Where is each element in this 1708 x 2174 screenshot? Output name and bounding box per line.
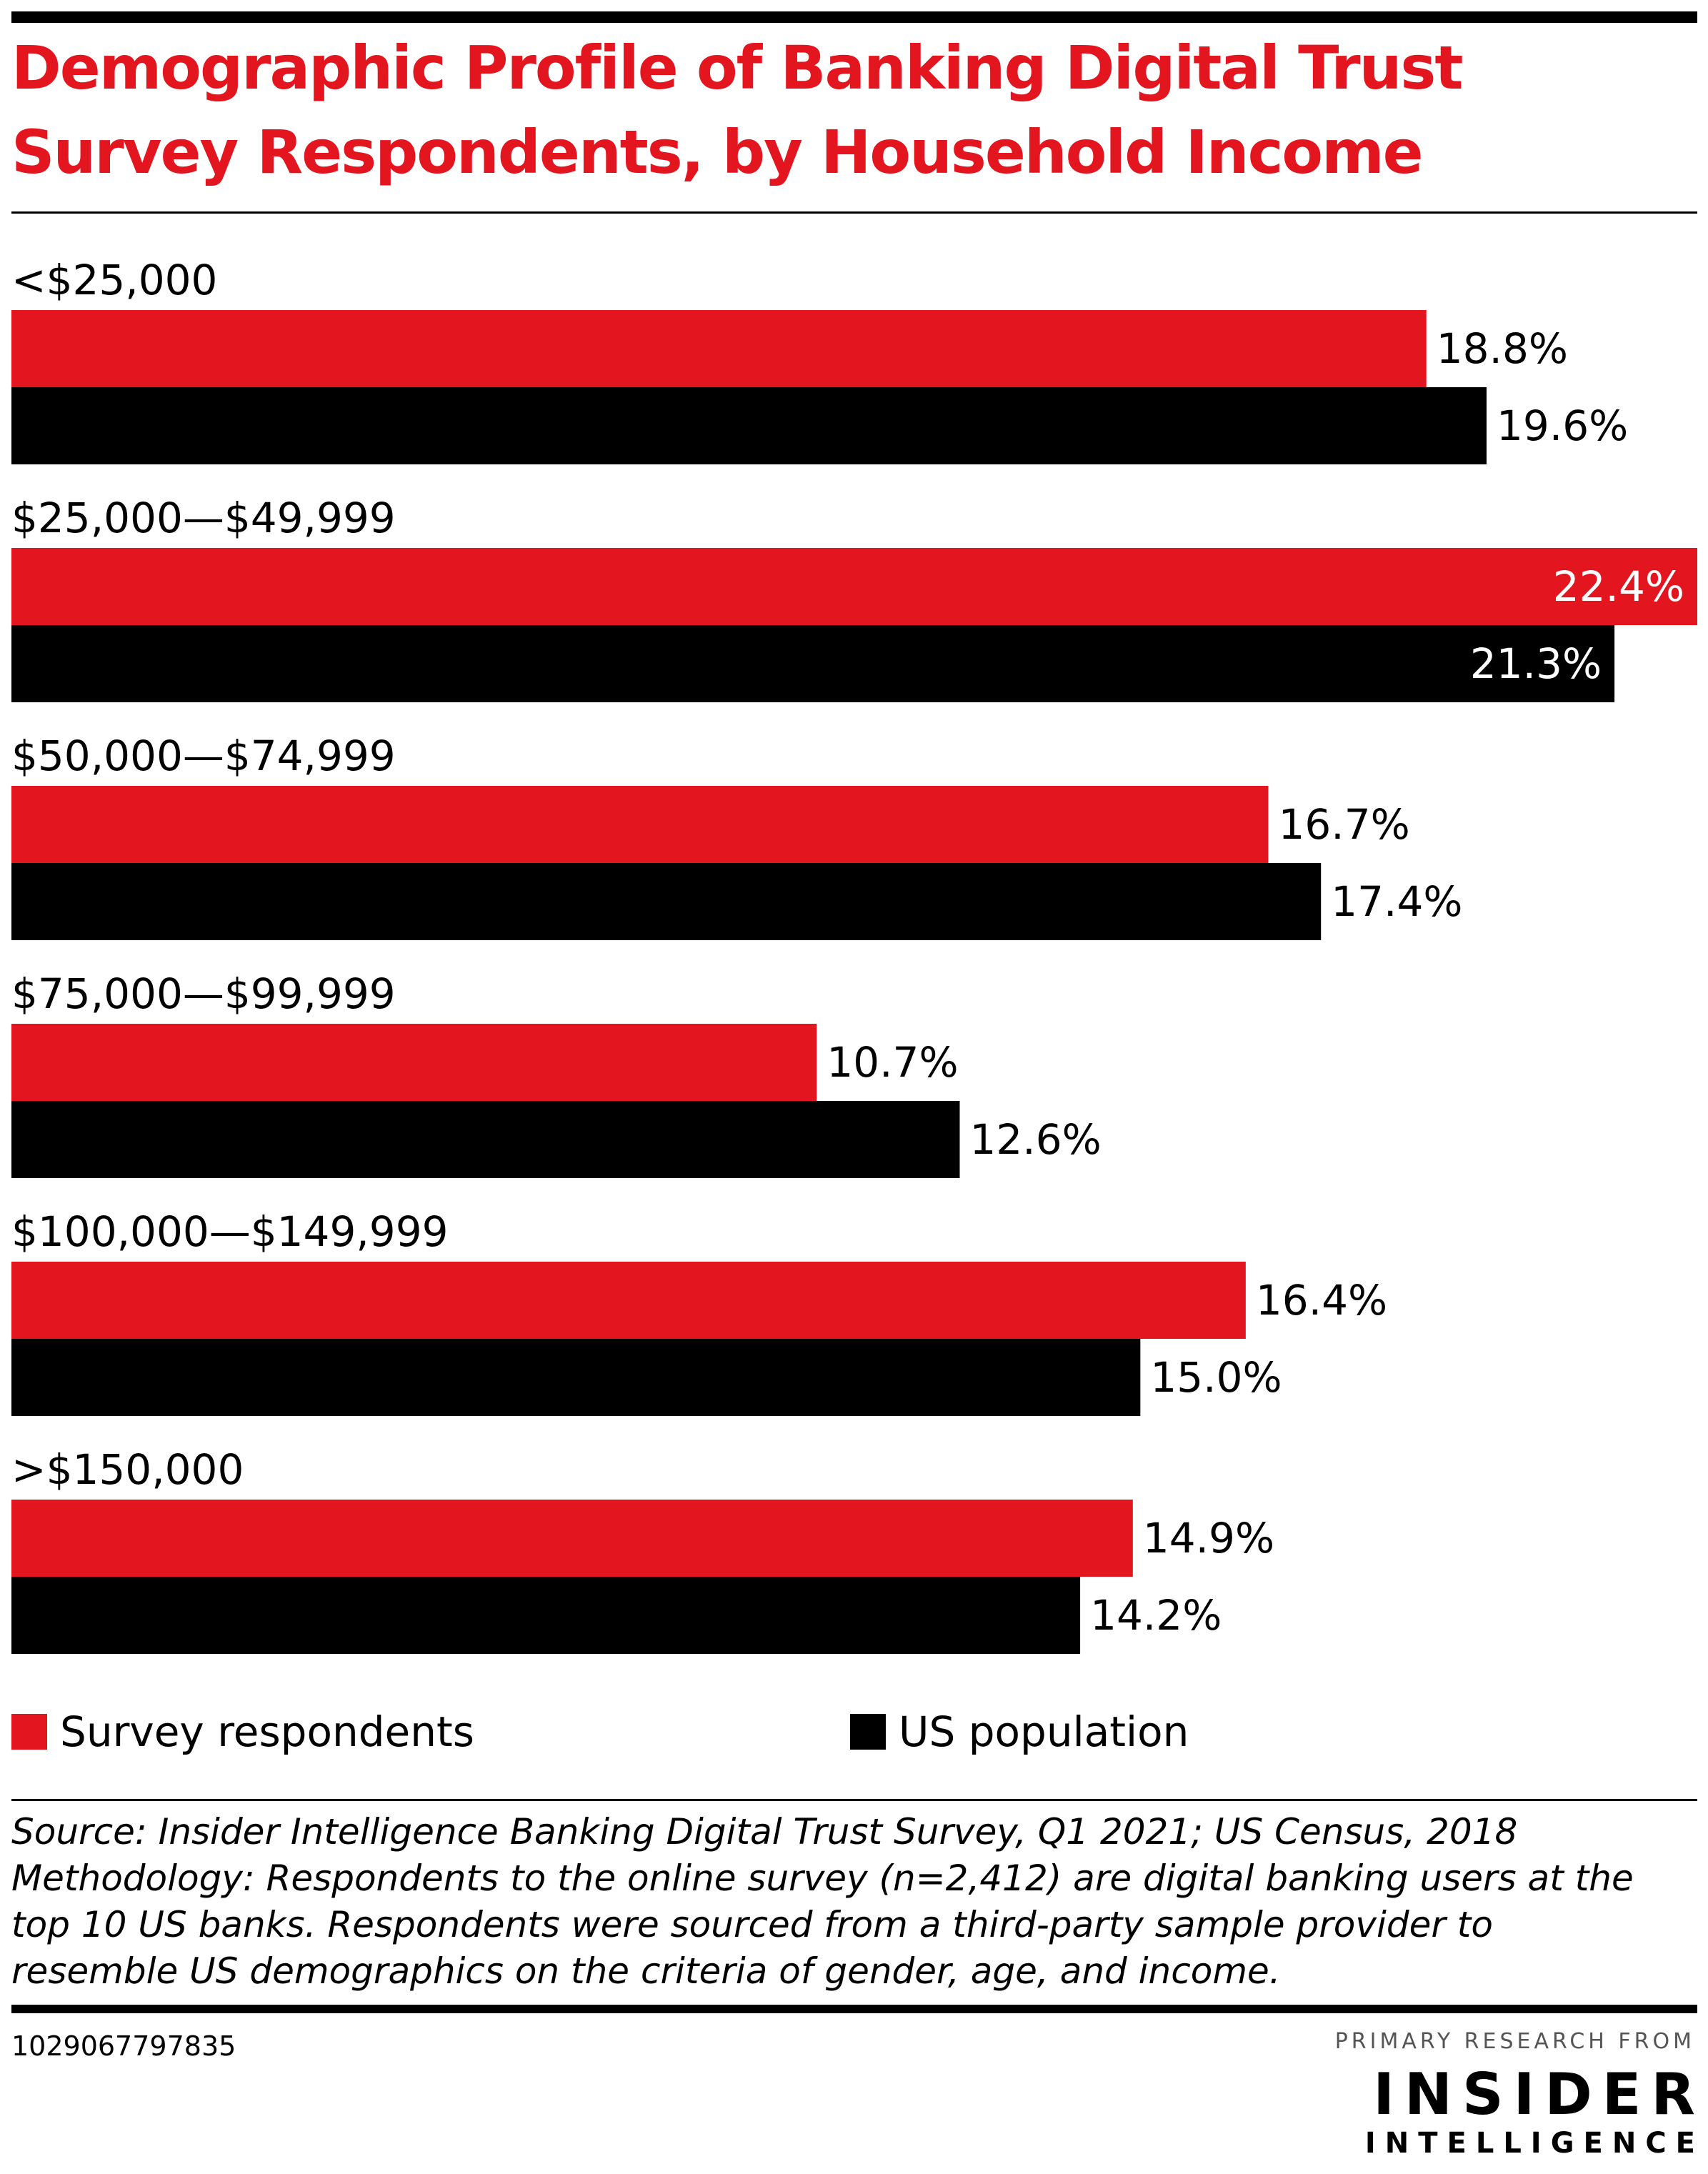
legend: Survey respondents US population: [0, 1707, 1708, 1765]
data-label-us-population: 21.3%: [1470, 639, 1602, 688]
category-label: <$25,000: [11, 256, 217, 304]
bar-survey-respondents: [11, 1024, 817, 1101]
bar-survey-respondents: [11, 548, 1697, 625]
top-rule: [11, 11, 1697, 23]
brand-kicker: PRIMARY RESEARCH FROM: [1334, 2029, 1695, 2054]
category-label: $50,000—$74,999: [11, 732, 396, 780]
chart-id: 1029067797835: [11, 2030, 236, 2062]
chart-title-line-2: Survey Respondents, by Household Income: [11, 117, 1424, 187]
bottom-rule: [11, 2005, 1697, 2013]
bar-us-population: [11, 1101, 960, 1178]
data-label-survey-respondents: 10.7%: [826, 1038, 958, 1087]
legend-swatch-survey: [11, 1714, 47, 1750]
legend-swatch-population: [850, 1714, 886, 1750]
data-label-survey-respondents: 22.4%: [1553, 562, 1684, 611]
methodology-note-3: resemble US demographics on the criteria…: [11, 1950, 1281, 1992]
brand-logo: PRIMARY RESEARCH FROM INSIDER INTELLIGEN…: [1335, 2029, 1695, 2160]
data-label-survey-respondents: 16.7%: [1278, 800, 1409, 849]
category-label: $25,000—$49,999: [11, 494, 396, 542]
data-label-us-population: 15.0%: [1150, 1353, 1282, 1402]
bar-survey-respondents: [11, 1500, 1133, 1577]
category-label: >$150,000: [11, 1445, 244, 1494]
bar-us-population: [11, 387, 1487, 464]
title-divider: [11, 211, 1697, 214]
bar-survey-respondents: [11, 786, 1269, 863]
source-note: Source: Insider Intelligence Banking Dig…: [11, 1811, 1518, 1853]
chart-title-line-1: Demographic Profile of Banking Digital T…: [11, 33, 1464, 103]
bar-chart: <$25,000 18.8% 19.6% $25,000—$49,999 22.4% 21…: [11, 256, 1697, 1654]
brand-name: INSIDER: [1373, 2061, 1705, 2128]
data-label-survey-respondents: 18.8%: [1437, 324, 1568, 373]
brand-sub: INTELLIGENCE: [1364, 2127, 1704, 2160]
methodology-note-2: top 10 US banks. Respondents were source…: [11, 1904, 1493, 1945]
data-label-us-population: 12.6%: [970, 1115, 1102, 1164]
data-label-us-population: 17.4%: [1331, 877, 1462, 926]
bar-us-population: [11, 1577, 1081, 1654]
data-label-us-population: 14.2%: [1090, 1591, 1222, 1640]
legend-item-survey: Survey respondents: [11, 1707, 474, 1756]
category-label: $75,000—$99,999: [11, 969, 396, 1018]
legend-label-population: US population: [899, 1707, 1189, 1756]
data-label-us-population: 19.6%: [1497, 402, 1628, 450]
legend-label-survey: Survey respondents: [60, 1707, 474, 1756]
bar-survey-respondents: [11, 1262, 1246, 1339]
bar-us-population: [11, 863, 1322, 940]
bar-us-population: [11, 1339, 1141, 1416]
bar-us-population: [11, 625, 1615, 702]
data-label-survey-respondents: 14.9%: [1143, 1514, 1274, 1562]
legend-item-population: US population: [850, 1707, 1189, 1756]
data-label-survey-respondents: 16.4%: [1256, 1276, 1387, 1325]
methodology-note-1: Methodology: Respondents to the online s…: [11, 1858, 1634, 1899]
bar-survey-respondents: [11, 310, 1427, 387]
footer-divider: [11, 1799, 1697, 1801]
category-label: $100,000—$149,999: [11, 1207, 449, 1256]
